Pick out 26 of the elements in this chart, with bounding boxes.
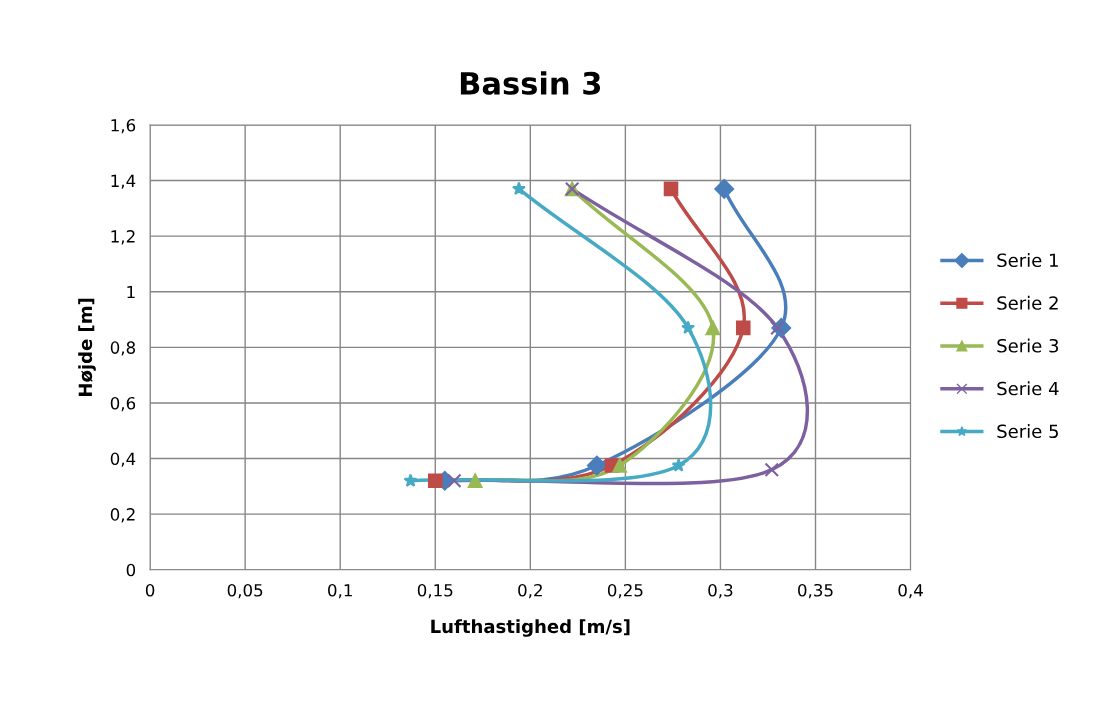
x-tick-label: 0,35 [798, 583, 833, 599]
y-tick-label: 1,6 [111, 118, 136, 134]
y-tick-label: 1 [127, 285, 135, 299]
x-tick-label: 0,3 [708, 583, 733, 599]
legend-label: Serie 4 [997, 381, 1059, 396]
y-tick-label: 0,6 [110, 396, 136, 412]
x-tick-label: 0,15 [417, 583, 453, 599]
y-tick-label: 0,2 [110, 508, 135, 523]
legend-label: Serie 3 [997, 338, 1059, 353]
y-tick-label: 0 [126, 563, 136, 577]
x-tick-label: 0,2 [518, 583, 542, 599]
x-tick-label: 0,1 [328, 583, 352, 599]
x-tick-label: 0 [145, 583, 155, 597]
y-axis-title: Højde [m] [78, 298, 96, 396]
x-tick-label: 0,4 [898, 583, 923, 599]
y-tick-label: 1,4 [111, 174, 136, 189]
chart-title: Bassin 3 [460, 71, 601, 95]
x-tick-label: 0,05 [227, 583, 263, 599]
x-axis-title: Lufthastighed [m/s] [431, 619, 630, 637]
y-tick-label: 0,8 [110, 341, 136, 356]
legend-label: Serie 1 [997, 253, 1058, 268]
legend-label: Serie 2 [997, 295, 1058, 310]
legend-label: Serie 5 [997, 424, 1058, 439]
y-tick-label: 0,4 [110, 452, 136, 467]
y-tick-label: 1,2 [111, 230, 135, 245]
x-tick-label: 0,25 [607, 583, 643, 599]
